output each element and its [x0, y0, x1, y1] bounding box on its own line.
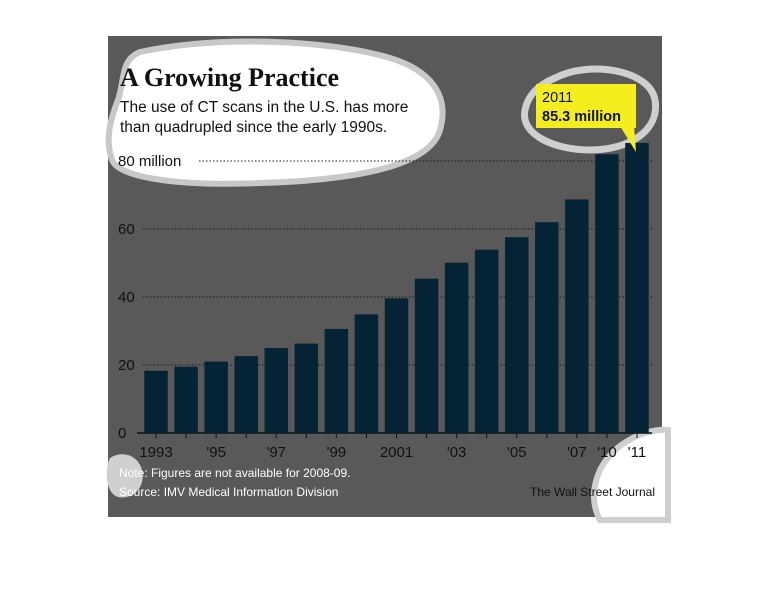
corner-highlight-blob [591, 426, 671, 523]
bar-2011 [625, 142, 649, 434]
bar-2000 [354, 314, 379, 433]
x-tick-label: 2001 [380, 444, 413, 461]
bar-1998 [294, 343, 319, 433]
bar-2006 [535, 222, 559, 433]
bar-2005 [504, 237, 529, 433]
y-tick-label: 40 [118, 289, 135, 306]
bar-1993 [144, 370, 168, 433]
y-tick-label: 20 [118, 357, 135, 374]
chart-subtitle-line-1: The use of CT scans in the U.S. has more [120, 99, 408, 116]
x-tick-label: '07 [567, 444, 587, 461]
y-tick-label: 60 [118, 221, 135, 238]
bar-2004 [474, 249, 499, 433]
callout-highlight-blob [521, 65, 660, 154]
bar-1995 [204, 361, 228, 433]
chart-subtitle: The use of CT scans in the U.S. has more… [120, 99, 413, 136]
x-tick-label: '10 [597, 444, 617, 461]
x-tick-label: '97 [266, 444, 286, 461]
bar-2003 [444, 262, 469, 433]
callout-pointer [620, 126, 636, 152]
x-tick-label: '95 [206, 444, 226, 461]
credit-line: The Wall Street Journal [530, 485, 655, 499]
callout-value: 85.3 million [542, 109, 621, 125]
x-tick-label: '99 [327, 444, 347, 461]
footnote: Note: Figures are not available for 2008… [119, 466, 350, 480]
callout-year: 2011 [542, 90, 573, 106]
callout-box [536, 84, 636, 128]
chart-title: A Growing Practice [120, 63, 339, 92]
bar-1996 [234, 356, 258, 433]
x-tick-label: '11 [628, 444, 646, 461]
x-tick-label: '03 [447, 444, 467, 461]
y-tick-label: 80 million [118, 153, 181, 170]
source-line: Source: IMV Medical Information Division [119, 485, 338, 499]
bar-2010 [595, 154, 619, 433]
title-highlight-blob [105, 38, 446, 187]
bar-2007 [565, 199, 589, 433]
x-tick-label: 1993 [139, 444, 172, 461]
note-highlight-blob [106, 454, 143, 498]
bar-1999 [324, 328, 349, 433]
chart-subtitle-line-2: than quadrupled since the early 1990s. [120, 119, 387, 136]
x-tick-label: '05 [507, 444, 527, 461]
bar-1997 [264, 348, 289, 433]
bar-1994 [174, 366, 198, 433]
y-tick-label: 0 [118, 425, 126, 442]
bar-2001 [384, 298, 409, 433]
bar-2002 [414, 278, 439, 433]
